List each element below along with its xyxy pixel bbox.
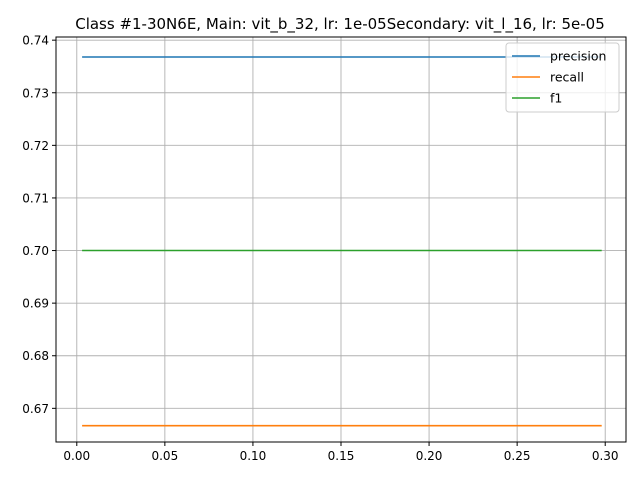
- y-tick-label: 0.71: [22, 191, 49, 205]
- x-tick-label: 0.05: [151, 449, 178, 463]
- x-axis: 0.00 0.05 0.10 0.15 0.20 0.25 0.30: [63, 442, 619, 463]
- y-tick-label: 0.72: [22, 139, 49, 153]
- y-tick-label: 0.67: [22, 402, 49, 416]
- chart-title: Class #1-30N6E, Main: vit_b_32, lr: 1e-0…: [75, 15, 605, 34]
- x-tick-label: 0.20: [416, 449, 443, 463]
- x-tick-label: 0.10: [240, 449, 267, 463]
- x-tick-label: 0.00: [63, 449, 90, 463]
- legend-box: [505, 42, 620, 113]
- y-tick-label: 0.73: [22, 86, 49, 100]
- y-tick-label: 0.68: [22, 349, 49, 363]
- legend-label-precision: precision: [550, 49, 606, 64]
- x-tick-label: 0.30: [592, 449, 619, 463]
- x-tick-label: 0.25: [504, 449, 531, 463]
- y-axis: 0.67 0.68 0.69 0.70 0.71 0.72 0.73 0.74: [22, 34, 56, 416]
- y-tick-label: 0.70: [22, 244, 49, 258]
- y-tick-label: 0.74: [22, 34, 49, 48]
- y-tick-label: 0.69: [22, 297, 49, 311]
- x-tick-label: 0.15: [328, 449, 355, 463]
- legend-label-f1: f1: [550, 91, 562, 106]
- legend-label-recall: recall: [550, 70, 584, 85]
- legend: precision recall f1: [505, 42, 620, 113]
